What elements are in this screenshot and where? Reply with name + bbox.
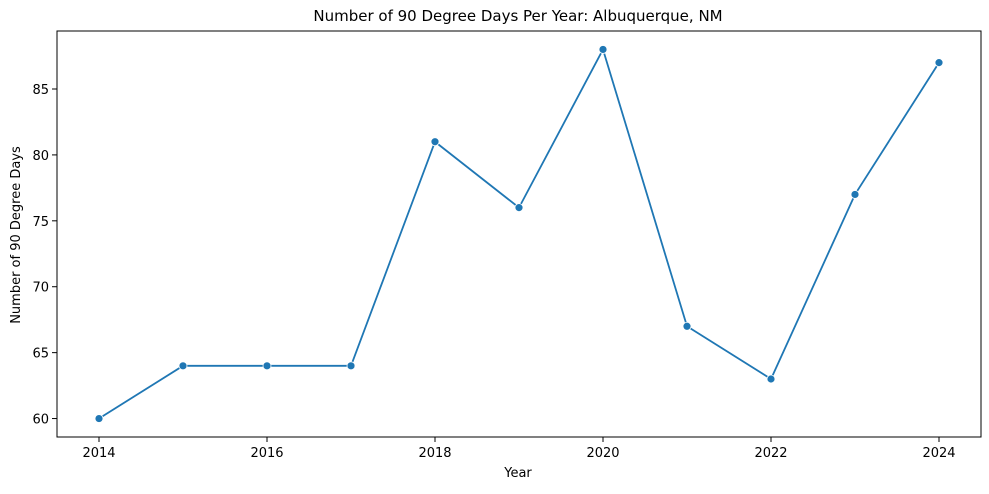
x-tick-label: 2022 xyxy=(754,446,787,461)
data-point xyxy=(598,45,608,54)
y-tick-label: 65 xyxy=(32,347,49,362)
x-tick-label: 2018 xyxy=(418,446,451,461)
y-tick-label: 80 xyxy=(32,149,49,164)
data-point xyxy=(178,361,188,371)
data-point xyxy=(346,361,356,371)
y-axis-label: Number of 90 Degree Days xyxy=(9,146,24,324)
data-point xyxy=(766,374,776,384)
series-line xyxy=(98,48,940,420)
y-tick-label: 60 xyxy=(32,413,49,428)
y-tick-label: 85 xyxy=(32,83,49,98)
chart-title: Number of 90 Degree Days Per Year: Albuq… xyxy=(313,7,722,25)
data-point xyxy=(514,203,524,213)
x-tick-label: 2020 xyxy=(586,446,619,461)
x-axis-label: Year xyxy=(503,466,532,481)
data-point xyxy=(262,361,272,371)
x-tick-label: 2016 xyxy=(250,446,283,461)
data-point xyxy=(94,414,104,423)
data-point xyxy=(850,190,860,199)
data-point xyxy=(682,321,692,331)
y-tick-label: 70 xyxy=(32,281,49,296)
y-tick-label: 75 xyxy=(32,215,49,230)
plot-frame xyxy=(56,30,982,438)
x-tick-label: 2024 xyxy=(922,446,955,461)
data-point xyxy=(934,58,944,68)
data-point xyxy=(430,137,440,147)
x-tick-label: 2014 xyxy=(82,446,115,461)
plot-area: 2014 2016 2018 2020 2022 2024 60 65 70 75 80 85 xyxy=(32,30,982,461)
